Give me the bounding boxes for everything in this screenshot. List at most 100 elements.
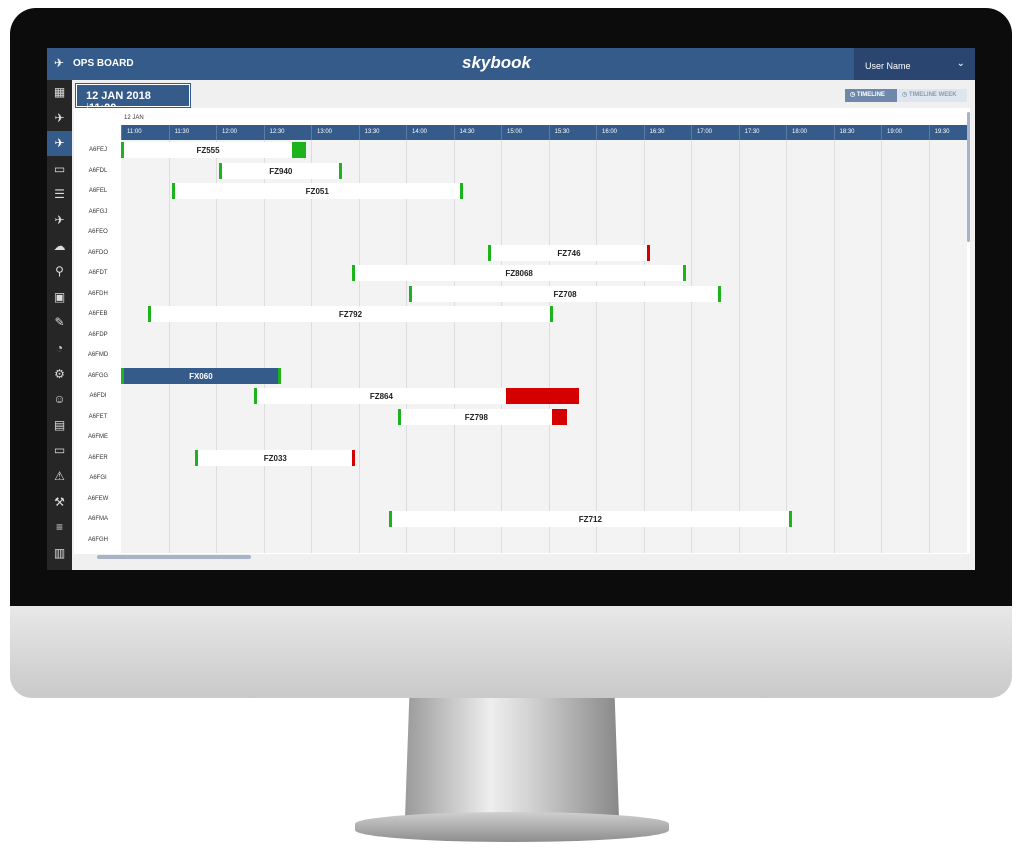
aircraft-label[interactable]: A6FDH bbox=[76, 284, 120, 303]
page-title: OPS BOARD bbox=[73, 58, 134, 69]
user-menu[interactable]: User Name ⌄ bbox=[854, 48, 975, 80]
flight-bar[interactable]: FZ033 bbox=[195, 449, 356, 466]
aircraft-label[interactable]: A6FER bbox=[76, 448, 120, 467]
vertical-scrollbar[interactable] bbox=[967, 112, 970, 242]
flight-bar[interactable]: FZ555 bbox=[121, 142, 295, 158]
grid-line bbox=[786, 140, 787, 553]
flight-bar[interactable]: FZ051 bbox=[171, 183, 463, 199]
aircraft-label[interactable]: A6FEW bbox=[76, 489, 120, 508]
flight-number: FZ051 bbox=[305, 187, 329, 196]
flight-bar[interactable]: FZ940 bbox=[219, 162, 343, 179]
weather-icon[interactable]: ☁ bbox=[53, 238, 66, 253]
tab-timeline-week[interactable]: ◷ TIMELINE WEEK bbox=[897, 89, 967, 102]
grid-line bbox=[881, 140, 882, 553]
aircraft-label[interactable]: A6FGG bbox=[76, 366, 120, 385]
aircraft-label[interactable]: A6FDO bbox=[76, 243, 120, 262]
aircraft-label[interactable]: A6FMA bbox=[76, 510, 120, 528]
maintenance-icon[interactable]: ⚒ bbox=[54, 494, 65, 509]
aircraft-label[interactable]: A6FEB bbox=[76, 305, 120, 323]
aircraft-label[interactable]: A6FGH bbox=[76, 530, 120, 549]
gauge-icon[interactable]: ◔ bbox=[55, 341, 64, 355]
pin-icon[interactable]: ⚲ bbox=[55, 264, 64, 279]
horizontal-scrollbar[interactable] bbox=[97, 555, 251, 559]
clipboard-icon[interactable]: ✎ bbox=[54, 315, 65, 330]
arrival-status-marker bbox=[339, 162, 343, 179]
time-label: 13:00 bbox=[311, 125, 359, 140]
grid-line bbox=[358, 140, 360, 553]
flight-bar[interactable]: FZ8068 bbox=[352, 265, 687, 281]
aircraft-label[interactable]: A6FET bbox=[76, 407, 120, 426]
delay-block[interactable] bbox=[292, 142, 307, 158]
monitor-base bbox=[355, 812, 669, 842]
flight-number: FX060 bbox=[189, 371, 213, 381]
flight-number: FZ864 bbox=[369, 392, 393, 401]
time-header: 11:00 11:30 12:00 12:30 13:00 13:30 14:00 14:30… bbox=[121, 125, 967, 140]
devices-icon[interactable]: ▭ bbox=[53, 443, 66, 458]
grid-line bbox=[691, 140, 692, 553]
aircraft-label[interactable]: A6FEO bbox=[76, 223, 120, 241]
time-label: 15:00 bbox=[501, 125, 549, 140]
time-label: 18:30 bbox=[833, 125, 882, 140]
aircraft-label[interactable]: A6FDT bbox=[76, 264, 120, 282]
flight-bar[interactable]: FZ712 bbox=[388, 511, 793, 527]
briefcase-icon[interactable]: ▥ bbox=[53, 545, 66, 560]
flight-bar[interactable]: FZ708 bbox=[409, 285, 721, 302]
flight-number: FZ792 bbox=[338, 310, 363, 319]
settings-icon[interactable]: ⚙ bbox=[54, 366, 65, 381]
flight-bar[interactable]: FZ798 bbox=[398, 408, 552, 425]
flight-number: FZ798 bbox=[464, 412, 488, 422]
tab-label: TIMELINE bbox=[856, 92, 885, 98]
date: 12 JAN 2018 bbox=[86, 90, 151, 102]
timeline-grid bbox=[121, 140, 967, 553]
flight-bar[interactable]: FX060 bbox=[121, 367, 281, 384]
aircraft-label[interactable]: A6FDL bbox=[76, 161, 120, 180]
delay-block[interactable] bbox=[551, 408, 568, 425]
arrival-status-marker bbox=[683, 265, 687, 281]
app-header: ✈ OPS BOARD skybook User Name ⌄ bbox=[47, 48, 975, 80]
flight-number: FZ033 bbox=[263, 453, 287, 463]
time-label: 11:00 bbox=[121, 125, 169, 140]
aircraft-label[interactable]: A6FDP bbox=[76, 325, 120, 344]
sidebar: ▦ ✈ ✈ ▭ ☰ ✈ ☁ ⚲ ▣ ✎ ◔ ⚙ ☺ ▤ ▭ ⚠ ⚒ ≡ ▥ bbox=[47, 80, 72, 570]
aircraft-label[interactable]: A6FGI bbox=[76, 469, 120, 487]
flight-bar[interactable]: FZ792 bbox=[147, 306, 554, 322]
time-label: 12:00 bbox=[216, 125, 264, 140]
plane-tools-icon[interactable]: ✈ bbox=[54, 213, 65, 227]
safe-icon[interactable]: ▣ bbox=[53, 289, 66, 304]
sliders-icon[interactable]: ≡ bbox=[55, 520, 63, 535]
aircraft-label[interactable]: A6FDI bbox=[76, 387, 120, 405]
list-icon[interactable]: ☰ bbox=[54, 187, 65, 202]
time-label: 14:30 bbox=[453, 125, 502, 140]
warning-icon[interactable]: ⚠ bbox=[54, 469, 65, 483]
time-label: 16:30 bbox=[643, 125, 692, 140]
tab-label: TIMELINE WEEK bbox=[908, 92, 957, 98]
ops-board-icon[interactable]: ✈ bbox=[47, 131, 72, 157]
grid-icon[interactable]: ▦ bbox=[53, 85, 66, 99]
chevron-down-icon: ⌄ bbox=[956, 58, 965, 69]
time-label: 19:00 bbox=[881, 125, 929, 140]
flight-number: FZ746 bbox=[557, 248, 581, 258]
flight-bar[interactable]: FZ864 bbox=[254, 388, 506, 404]
monitor-icon[interactable]: ▭ bbox=[53, 161, 66, 176]
grid-line bbox=[833, 140, 835, 553]
aircraft-label[interactable]: A6FEJ bbox=[76, 141, 120, 159]
document-icon[interactable]: ▤ bbox=[53, 417, 66, 432]
aircraft-label[interactable]: A6FMD bbox=[76, 346, 120, 364]
arrival-status-marker bbox=[550, 306, 554, 322]
grid-line bbox=[738, 140, 740, 553]
aircraft-label[interactable]: A6FME bbox=[76, 428, 120, 446]
aircraft-label[interactable]: A6FEL bbox=[76, 182, 120, 200]
tab-timeline[interactable]: ◷ TIMELINE bbox=[845, 89, 897, 102]
plane-icon[interactable]: ✈ bbox=[54, 110, 65, 125]
grid-line bbox=[453, 140, 455, 553]
aircraft-label[interactable]: A6FGJ bbox=[76, 202, 120, 221]
delay-block[interactable] bbox=[505, 388, 579, 404]
grid-line bbox=[263, 140, 265, 553]
grid-line bbox=[168, 140, 170, 553]
flight-bar[interactable]: FZ746 bbox=[488, 244, 650, 261]
flight-number: FZ8068 bbox=[505, 269, 533, 278]
arrival-status-marker bbox=[459, 183, 463, 199]
date-display[interactable]: 12 JAN 2018 |11:00 bbox=[75, 83, 191, 114]
grid-line bbox=[548, 140, 550, 553]
user-icon[interactable]: ☺ bbox=[53, 392, 66, 407]
